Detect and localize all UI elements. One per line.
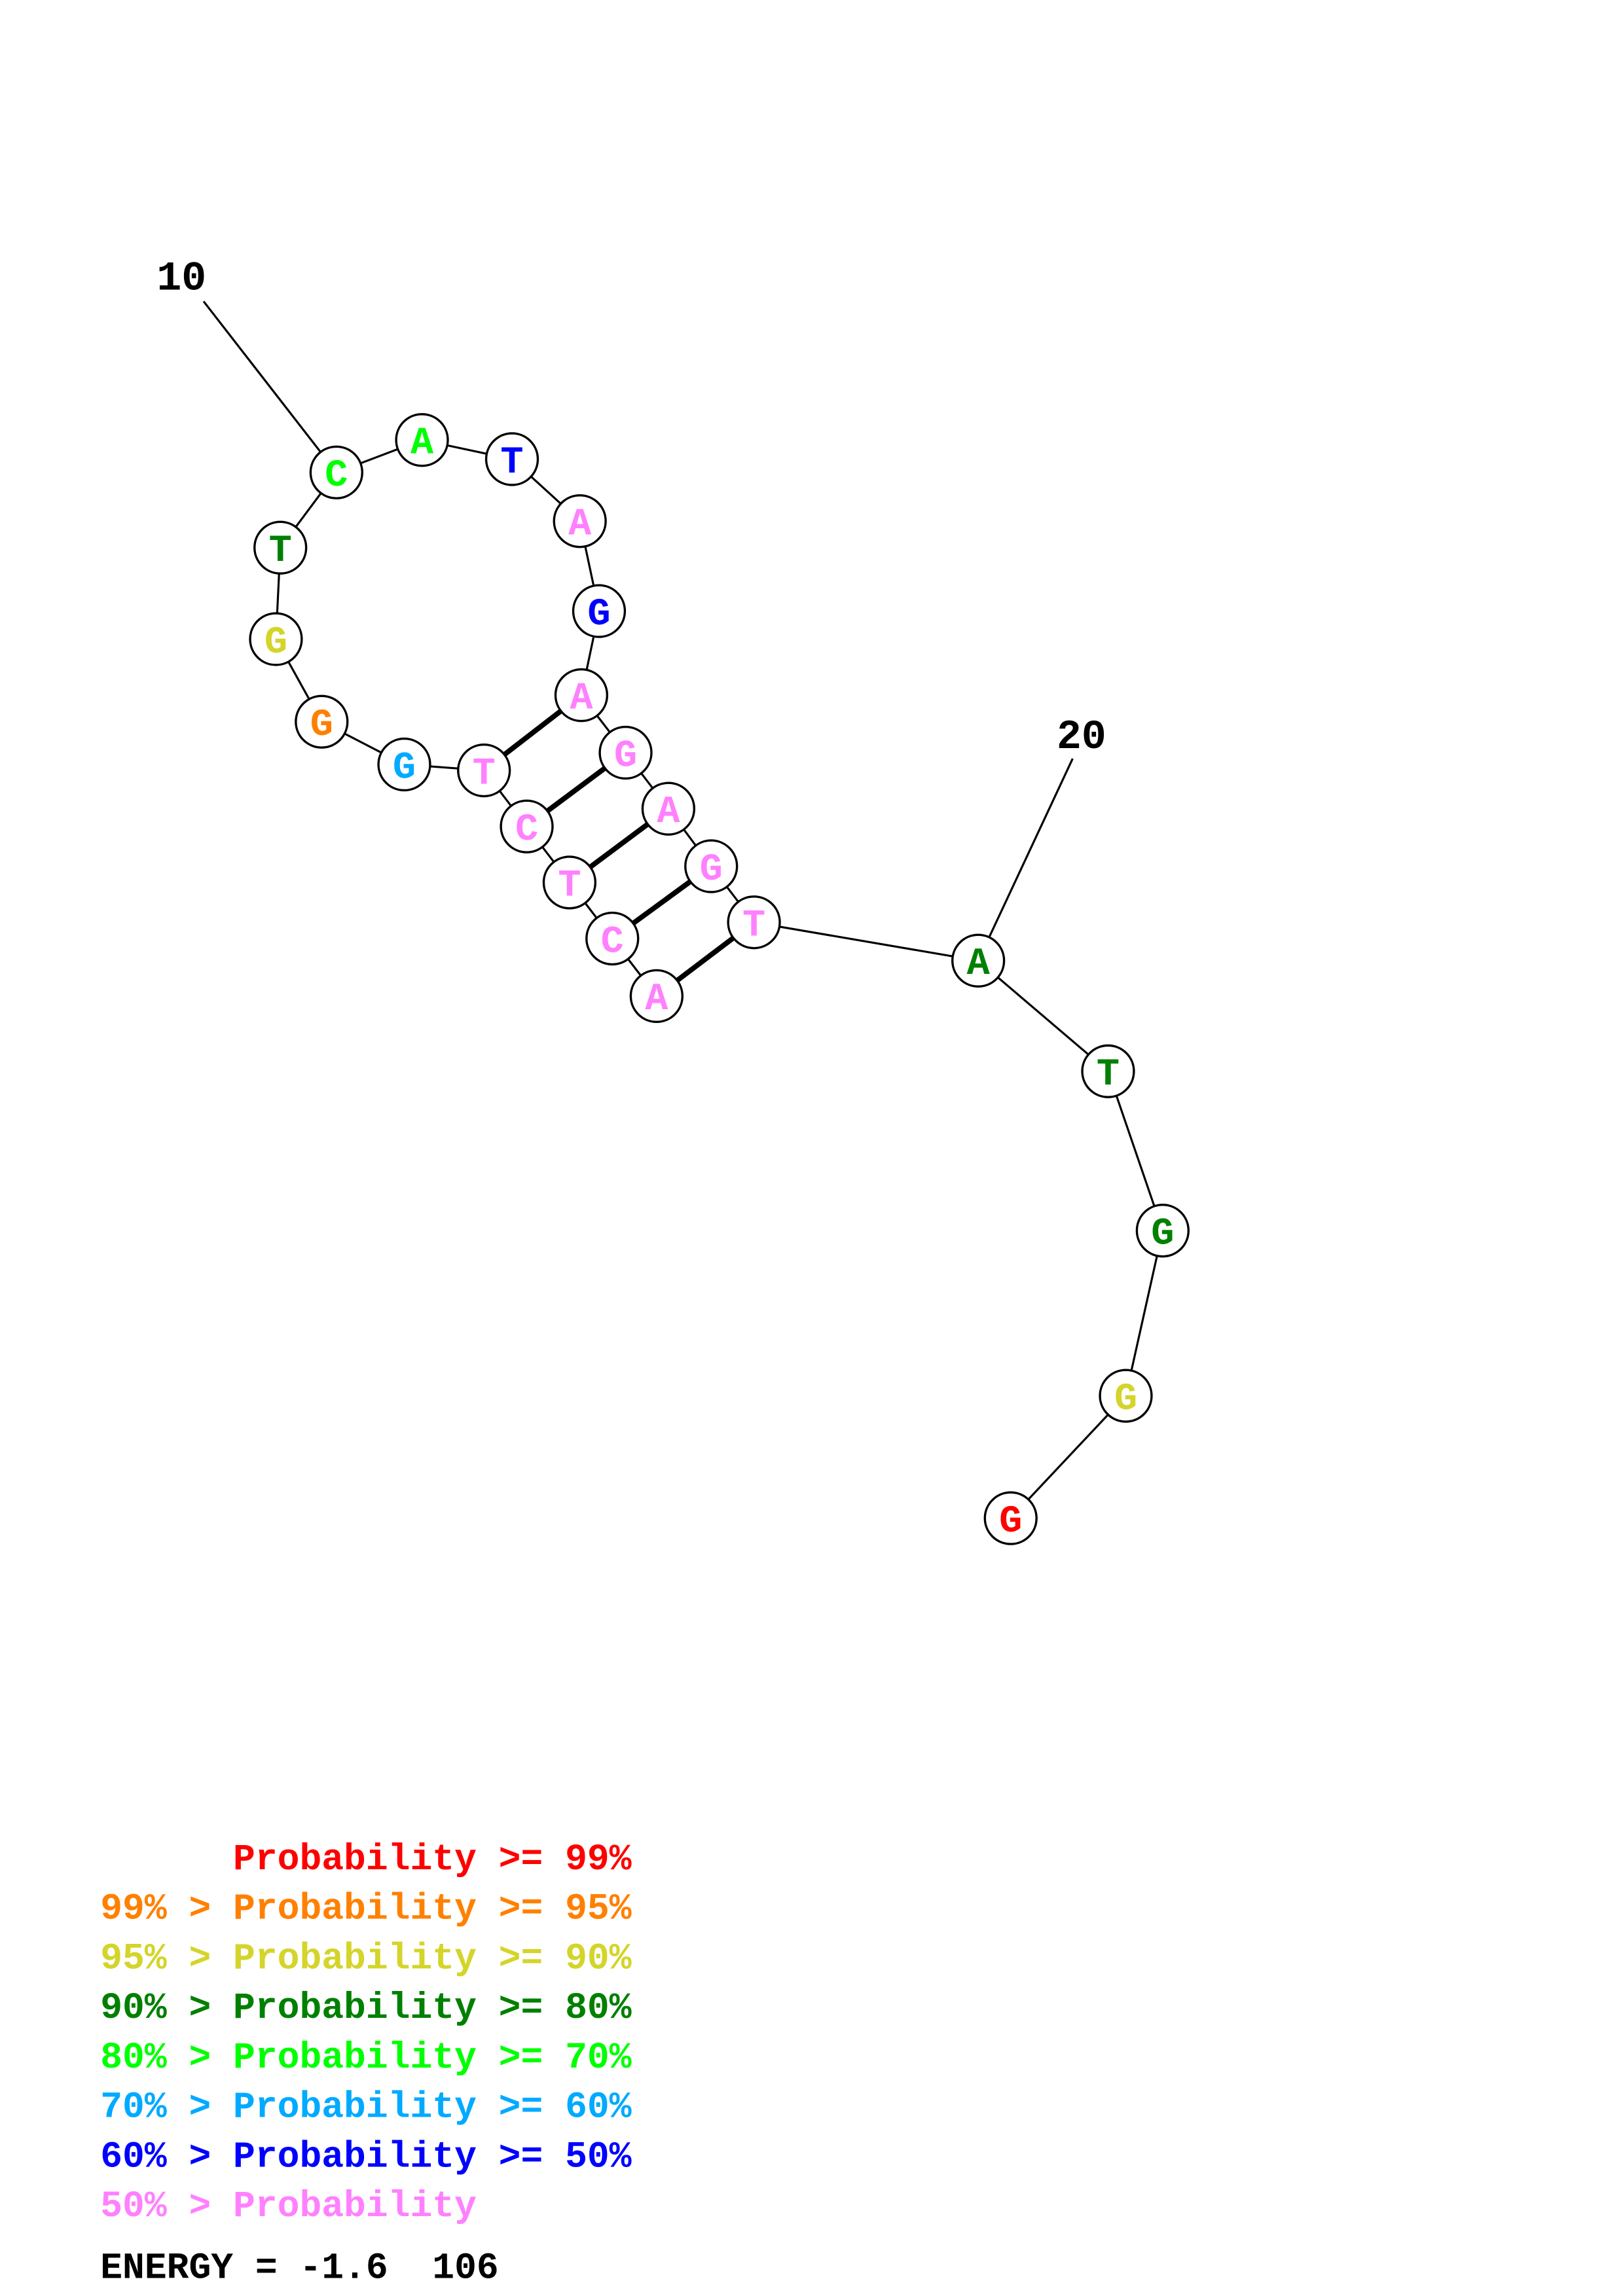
legend-entry: Probability >= 99% — [100, 1839, 631, 1880]
nucleotide: A — [554, 668, 609, 723]
nucleotide-letter: G — [1114, 1377, 1137, 1421]
nucleotide-circle — [684, 839, 739, 893]
nucleotide-letter: G — [310, 703, 333, 747]
nucleotide-letter: C — [515, 808, 538, 852]
position-label-line — [202, 300, 338, 473]
nucleotide: A — [553, 494, 607, 548]
nucleotide-letter: A — [568, 502, 592, 546]
legend-entry: 60% > Probability >= 50% — [100, 2136, 631, 2178]
nucleotide: C — [309, 445, 363, 499]
legend-entry: 70% > Probability >= 60% — [100, 2087, 631, 2128]
legend-entry: 95% > Probability >= 90% — [100, 1937, 631, 1979]
position-labels: 10 20 — [156, 255, 1106, 961]
nucleotide-circle — [295, 694, 349, 749]
nucleotide-letter: A — [657, 790, 680, 834]
probability-legend: Probability >= 99% 99% > Probability >= 9… — [100, 1839, 631, 2227]
nucleotide: G — [598, 725, 653, 780]
nucleotide: T — [457, 743, 511, 798]
nucleotide: T — [484, 432, 539, 486]
nucleotide: G — [684, 839, 739, 893]
nucleotide-letter: G — [1151, 1211, 1174, 1255]
nucleotide-circle — [585, 911, 640, 966]
nucleotide-circle — [951, 933, 1006, 988]
position-label: 10 — [156, 255, 206, 302]
nucleotide: A — [951, 933, 1006, 988]
nucleotide-circle — [1135, 1204, 1190, 1258]
nucleotide-circle — [629, 969, 684, 1024]
nucleotide-letter: T — [500, 440, 523, 484]
nucleotide: G — [1135, 1204, 1190, 1258]
nucleotide-circle — [983, 1491, 1038, 1545]
nucleotide-circle — [377, 737, 431, 792]
nucleotide-circle — [641, 781, 696, 836]
backbone-link — [1010, 1395, 1127, 1519]
nucleotide-circle — [457, 743, 511, 798]
nucleotide-circle — [542, 855, 597, 910]
backbone-link — [1106, 1071, 1164, 1231]
nucleotide-letter: G — [393, 745, 416, 789]
nucleotide-circle — [500, 799, 554, 853]
nucleotide: G — [1099, 1369, 1153, 1423]
nucleotide-circle — [484, 432, 539, 486]
nucleotide-circle — [309, 445, 363, 499]
nucleotide-letter: G — [264, 620, 287, 664]
legend-entry: 99% > Probability >= 95% — [100, 1888, 631, 1930]
nucleotide: G — [249, 612, 303, 666]
nucleotide: T — [542, 855, 597, 910]
nucleotide: G — [572, 584, 627, 638]
nucleotide-letter: C — [325, 454, 348, 497]
nucleotide-letter: T — [269, 529, 292, 573]
nucleotide-circle — [249, 612, 303, 666]
nucleotide-circle — [553, 494, 607, 548]
nucleotide-letter: T — [1097, 1052, 1120, 1096]
backbone-link — [977, 960, 1109, 1073]
nucleotide-letter: G — [587, 592, 610, 636]
backbone — [274, 439, 1164, 1519]
nucleotide: T — [727, 895, 781, 950]
nucleotide-letter: T — [473, 751, 496, 795]
nucleotide: G — [295, 694, 349, 749]
nucleotide: A — [629, 969, 684, 1024]
backbone-link — [1124, 1230, 1164, 1396]
nucleotide-circle — [554, 668, 609, 723]
nucleotide: T — [253, 520, 308, 575]
nucleotide: T — [1081, 1044, 1135, 1098]
nucleotide-letter: G — [614, 734, 637, 778]
nucleotide-circle — [598, 725, 653, 780]
nucleotide-letter: T — [558, 864, 581, 908]
nucleotide-letter: C — [601, 920, 624, 963]
legend-entry: 80% > Probability >= 70% — [100, 2037, 631, 2079]
legend-entry: 90% > Probability >= 80% — [100, 1987, 631, 2029]
nucleotide: G — [983, 1491, 1038, 1545]
position-label: 20 — [1057, 713, 1106, 761]
nucleotide: A — [395, 413, 449, 467]
nucleotide-letter: A — [410, 422, 434, 465]
nucleotide-letter: T — [742, 903, 765, 947]
nucleotide: G — [377, 737, 431, 792]
nucleotide-letter: A — [967, 942, 991, 986]
nucleotide: A — [641, 781, 696, 836]
nucleotide-letter: G — [700, 848, 723, 891]
legend-entry: 50% > Probability — [100, 2185, 477, 2227]
energy-label: ENERGY = -1.6 106 — [100, 2247, 498, 2289]
nucleotide-letter: G — [999, 1499, 1022, 1543]
nucleotide-circle — [1081, 1044, 1135, 1098]
nucleotide-letter: A — [645, 977, 668, 1021]
nucleotide-circle — [727, 895, 781, 950]
nucleotide-letter: A — [570, 676, 593, 720]
backbone-link — [754, 921, 979, 962]
nucleotide: C — [585, 911, 640, 966]
nucleotide: C — [500, 799, 554, 853]
nucleotide-circle — [253, 520, 308, 575]
position-label-line — [977, 758, 1074, 961]
nucleotide-circle — [1099, 1369, 1153, 1423]
nucleotide-circle — [572, 584, 627, 638]
nucleotide-circle — [395, 413, 449, 467]
